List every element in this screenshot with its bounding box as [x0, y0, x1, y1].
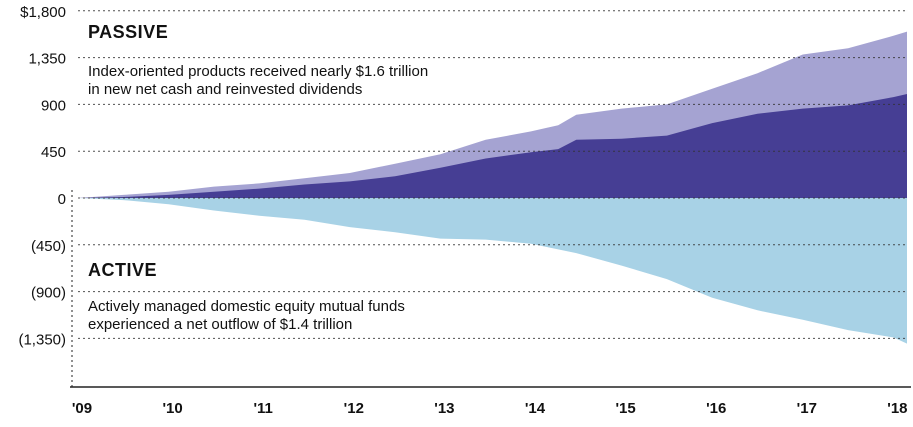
y-tick-label: (900): [31, 285, 66, 302]
y-tick-label: (450): [31, 238, 66, 255]
y-tick-label: 450: [41, 144, 66, 161]
x-tick-label: '14: [525, 400, 546, 417]
axis: [70, 190, 911, 388]
y-tick-label: 900: [41, 97, 66, 114]
active-annotation-line-2: experienced a net outflow of $1.4 trilli…: [88, 316, 353, 333]
active-annotation-line-1: Actively managed domestic equity mutual …: [88, 298, 405, 315]
area-active: [78, 198, 907, 344]
x-tick-label: '12: [344, 400, 364, 417]
x-tick-label: '17: [797, 400, 817, 417]
gridlines: [78, 10, 907, 339]
x-tick-label: '10: [162, 400, 182, 417]
passive-annotation-line-2: in new net cash and reinvested dividends: [88, 81, 363, 98]
area-passive-inner: [78, 94, 907, 198]
x-tick-label: '11: [253, 400, 272, 417]
passive-title: PASSIVE: [88, 22, 169, 42]
y-tick-labels: $1,800 1,350 900 450 0 (450) (900) (1,350): [18, 4, 66, 349]
x-tick-label: '13: [434, 400, 454, 417]
x-tick-label: '16: [706, 400, 726, 417]
area-series: [78, 31, 907, 344]
passive-annotation-line-1: Index-oriented products received nearly …: [88, 63, 429, 80]
y-tick-label: 0: [58, 191, 66, 208]
x-tick-label: '15: [615, 400, 635, 417]
x-tick-label: '18: [887, 400, 907, 417]
y-tick-label: 1,350: [28, 51, 66, 68]
y-tick-label: (1,350): [18, 331, 66, 348]
y-tick-label: $1,800: [20, 4, 66, 21]
x-tick-labels: '09 '10 '11 '12 '13 '14 '15 '16 '17 '18: [72, 400, 908, 417]
x-tick-label: '09: [72, 400, 92, 417]
active-title: ACTIVE: [88, 260, 158, 280]
